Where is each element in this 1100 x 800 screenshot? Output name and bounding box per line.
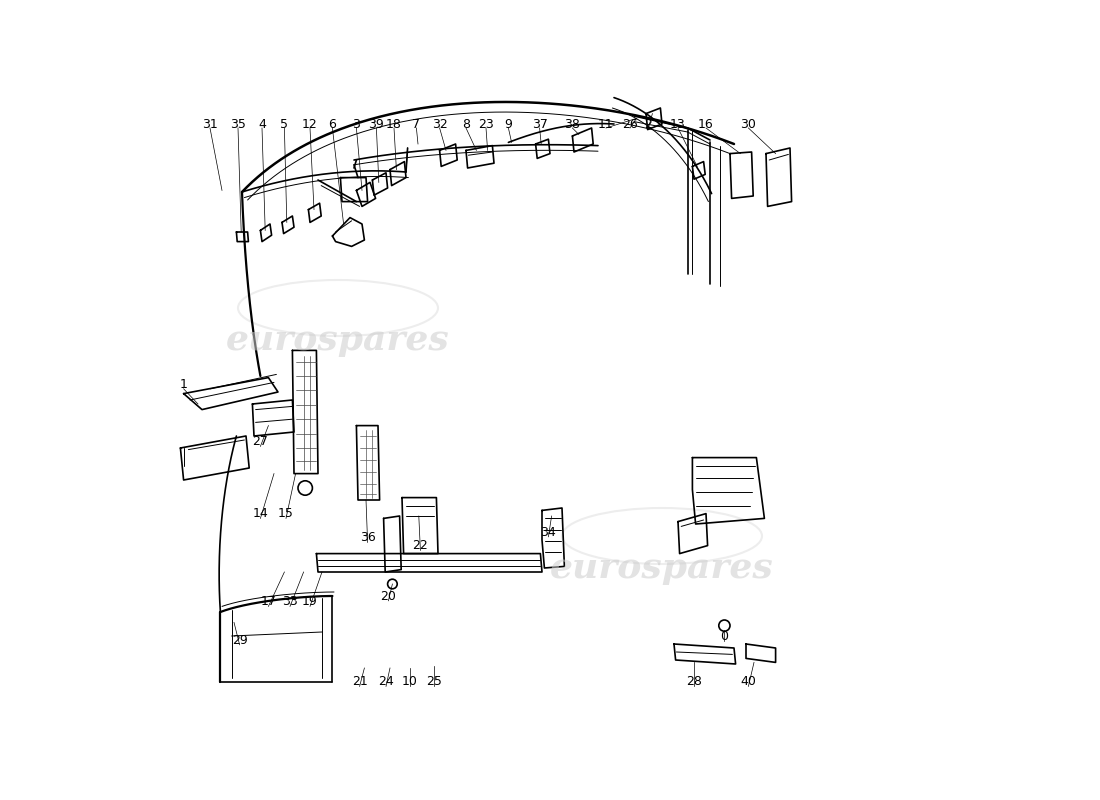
- Text: 34: 34: [540, 526, 557, 538]
- Text: 29: 29: [232, 634, 248, 646]
- Text: 14: 14: [253, 507, 268, 520]
- Text: 31: 31: [202, 118, 218, 130]
- Text: 26: 26: [623, 118, 638, 130]
- Text: 5: 5: [280, 118, 288, 130]
- Text: 18: 18: [386, 118, 402, 130]
- Text: 32: 32: [431, 118, 448, 130]
- Text: 6: 6: [329, 118, 337, 130]
- Text: 22: 22: [412, 539, 428, 552]
- Text: eurospares: eurospares: [227, 323, 450, 357]
- Text: 21: 21: [352, 675, 367, 688]
- Text: 20: 20: [381, 590, 396, 602]
- Text: 36: 36: [360, 531, 375, 544]
- Text: 12: 12: [302, 118, 318, 130]
- Text: 28: 28: [686, 675, 702, 688]
- Text: 40: 40: [740, 675, 757, 688]
- Text: 25: 25: [426, 675, 442, 688]
- Text: 27: 27: [253, 435, 268, 448]
- Text: 24: 24: [378, 675, 394, 688]
- Text: 17: 17: [261, 595, 276, 608]
- Text: 38: 38: [564, 118, 581, 130]
- Text: 23: 23: [478, 118, 494, 130]
- Text: 2: 2: [645, 118, 652, 130]
- Text: 8: 8: [462, 118, 470, 130]
- Text: 33: 33: [282, 595, 298, 608]
- Text: eurospares: eurospares: [550, 551, 774, 585]
- Text: 19: 19: [302, 595, 318, 608]
- Text: 30: 30: [740, 118, 757, 130]
- Text: 9: 9: [505, 118, 513, 130]
- Text: 37: 37: [531, 118, 548, 130]
- Text: 39: 39: [368, 118, 384, 130]
- Text: 3: 3: [352, 118, 361, 130]
- Text: 35: 35: [230, 118, 246, 130]
- Text: 16: 16: [698, 118, 714, 130]
- Text: 15: 15: [278, 507, 294, 520]
- Text: 4: 4: [258, 118, 266, 130]
- Text: 10: 10: [403, 675, 418, 688]
- Text: 7: 7: [412, 118, 420, 130]
- Text: 0: 0: [720, 630, 728, 642]
- Text: 1: 1: [179, 378, 187, 390]
- Text: 13: 13: [670, 118, 686, 130]
- Text: 11: 11: [598, 118, 614, 130]
